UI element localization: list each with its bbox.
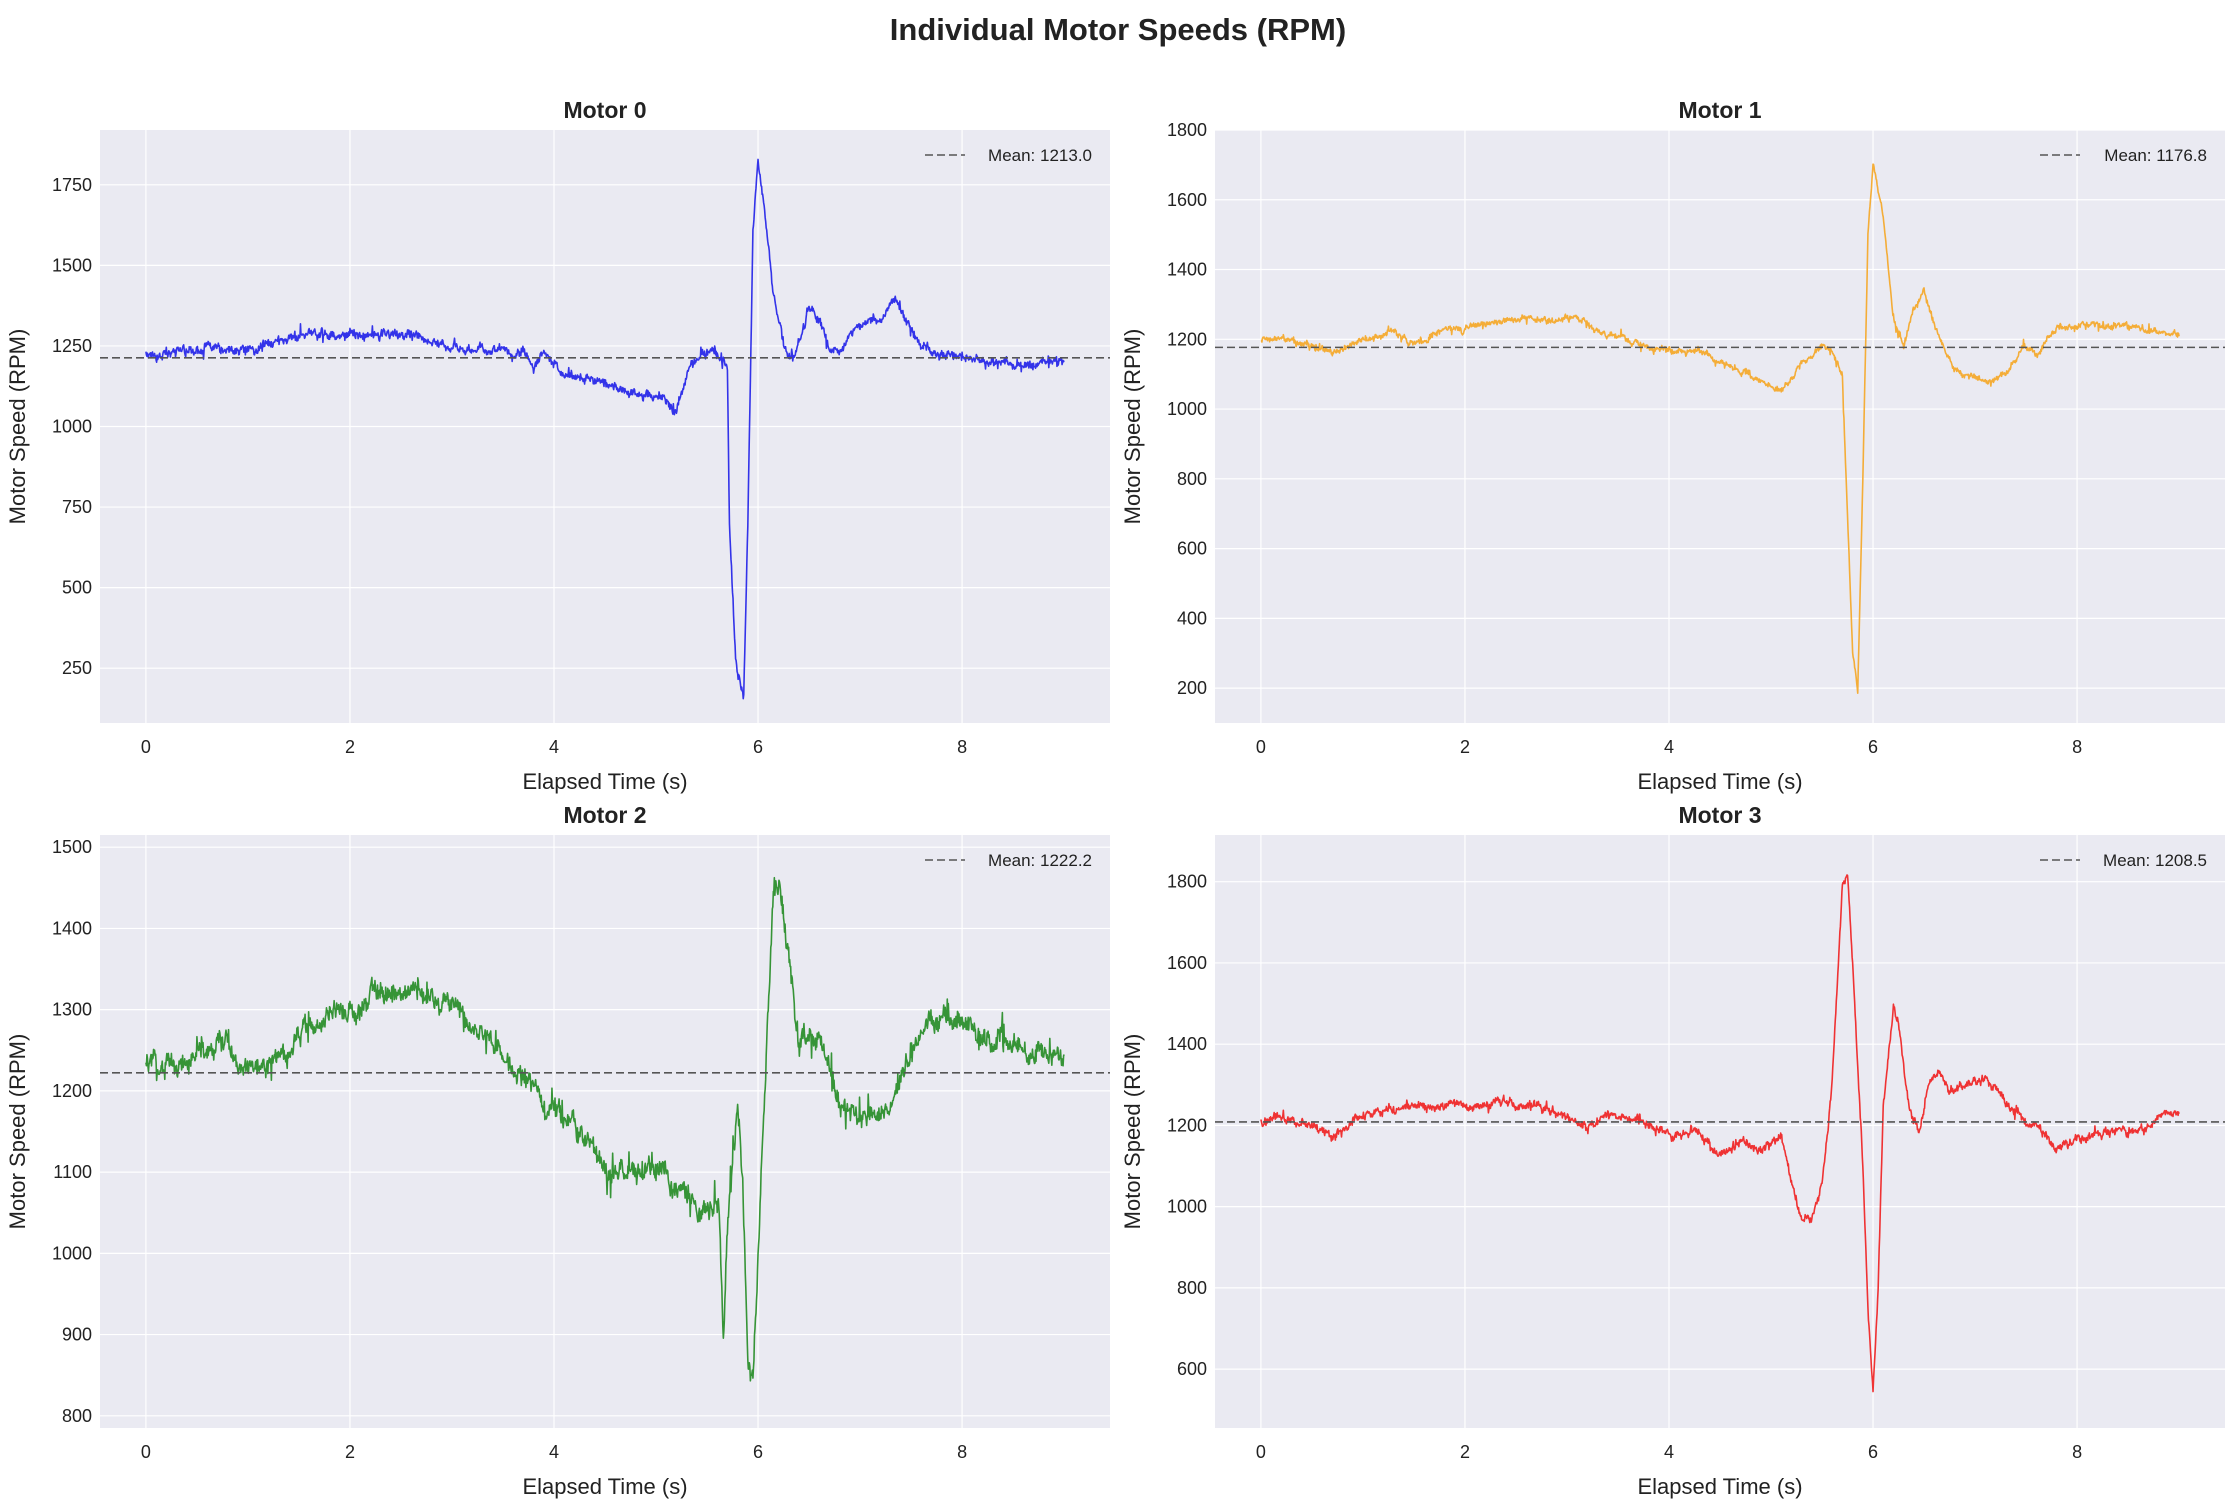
x-tick-label: 8 bbox=[2072, 737, 2082, 757]
chart-title: Motor 0 bbox=[563, 97, 646, 123]
y-tick-label: 1800 bbox=[1167, 120, 1207, 140]
x-tick-label: 6 bbox=[753, 737, 763, 757]
y-tick-label: 1500 bbox=[52, 837, 92, 857]
figure-title: Individual Motor Speeds (RPM) bbox=[890, 12, 1346, 47]
x-tick-label: 8 bbox=[957, 1442, 967, 1462]
x-tick-label: 4 bbox=[549, 1442, 559, 1462]
y-tick-label: 1100 bbox=[53, 1162, 92, 1182]
y-tick-label: 500 bbox=[62, 578, 92, 598]
motor-0-chart: 0 2 4 6 8 250 500 750 1000 1250 1500 1750 Motor 0 Ela… bbox=[5, 97, 1110, 794]
chart-title: Motor 3 bbox=[1678, 802, 1761, 828]
x-axis-label: Elapsed Time (s) bbox=[522, 769, 687, 794]
y-tick-label: 1200 bbox=[1167, 1115, 1207, 1135]
x-axis-label: Elapsed Time (s) bbox=[1637, 1474, 1802, 1499]
plot-area bbox=[1215, 835, 2225, 1428]
y-axis-label: Motor Speed (RPM) bbox=[1120, 329, 1145, 525]
x-tick-label: 8 bbox=[2072, 1442, 2082, 1462]
x-tick-label: 0 bbox=[1256, 737, 1266, 757]
x-tick-label: 4 bbox=[549, 737, 559, 757]
x-axis-label: Elapsed Time (s) bbox=[522, 1474, 687, 1499]
y-tick-label: 1250 bbox=[52, 336, 92, 356]
y-tick-label: 800 bbox=[62, 1406, 92, 1426]
y-tick-label: 1200 bbox=[52, 1081, 92, 1101]
x-tick-label: 0 bbox=[1256, 1442, 1266, 1462]
y-tick-label: 800 bbox=[1177, 1278, 1207, 1298]
x-tick-label: 6 bbox=[1868, 737, 1878, 757]
x-tick-label: 4 bbox=[1664, 737, 1674, 757]
motor-3-chart: 0 2 4 6 8 600 800 1000 1200 1400 1600 1800 Motor 3 El… bbox=[1120, 802, 2225, 1499]
y-tick-label: 750 bbox=[62, 497, 92, 517]
legend-mean-label: Mean: 1176.8 bbox=[2104, 146, 2207, 165]
chart-title: Motor 1 bbox=[1678, 97, 1761, 123]
x-tick-label: 2 bbox=[1460, 1442, 1470, 1462]
y-tick-label: 400 bbox=[1177, 608, 1207, 628]
x-tick-label: 2 bbox=[345, 1442, 355, 1462]
plot-area bbox=[100, 835, 1110, 1428]
legend-mean-label: Mean: 1213.0 bbox=[988, 146, 1092, 165]
x-tick-label: 0 bbox=[141, 1442, 151, 1462]
motor-2-chart: 0 2 4 6 8 800 900 1000 1100 1200 1300 1400 1500 Motor… bbox=[5, 802, 1110, 1499]
motor-1-chart: 0 2 4 6 8 200 400 600 800 1000 1200 1400 1600 1800 Mot… bbox=[1120, 97, 2225, 794]
y-tick-label: 900 bbox=[62, 1325, 92, 1345]
y-tick-label: 1000 bbox=[52, 1243, 92, 1263]
y-tick-label: 1200 bbox=[1167, 329, 1207, 349]
x-tick-label: 2 bbox=[345, 737, 355, 757]
y-tick-label: 1400 bbox=[1167, 1034, 1207, 1054]
y-tick-label: 1600 bbox=[1167, 190, 1207, 210]
y-axis-label: Motor Speed (RPM) bbox=[5, 329, 30, 525]
x-tick-label: 0 bbox=[141, 737, 151, 757]
y-tick-label: 250 bbox=[62, 658, 92, 678]
y-tick-label: 1000 bbox=[52, 417, 92, 437]
x-tick-label: 8 bbox=[957, 737, 967, 757]
legend-mean-label: Mean: 1222.2 bbox=[988, 851, 1092, 870]
y-tick-label: 1000 bbox=[1167, 1197, 1207, 1217]
y-tick-label: 1500 bbox=[52, 255, 92, 275]
y-tick-label: 1750 bbox=[52, 175, 92, 195]
chart-title: Motor 2 bbox=[563, 802, 646, 828]
x-tick-label: 6 bbox=[753, 1442, 763, 1462]
x-tick-label: 2 bbox=[1460, 737, 1470, 757]
motor-speed-line bbox=[145, 876, 1065, 1382]
y-tick-label: 1000 bbox=[1167, 399, 1207, 419]
y-tick-label: 1800 bbox=[1167, 872, 1207, 892]
y-tick-label: 1400 bbox=[1167, 260, 1207, 280]
legend-mean-label: Mean: 1208.5 bbox=[2103, 851, 2207, 870]
x-tick-label: 4 bbox=[1664, 1442, 1674, 1462]
y-tick-label: 1600 bbox=[1167, 953, 1207, 973]
y-tick-label: 1300 bbox=[52, 1000, 92, 1020]
x-axis-label: Elapsed Time (s) bbox=[1637, 769, 1802, 794]
motor-speed-line bbox=[145, 158, 1065, 700]
y-tick-label: 600 bbox=[1177, 1359, 1207, 1379]
y-axis-label: Motor Speed (RPM) bbox=[1120, 1034, 1145, 1230]
y-tick-label: 1400 bbox=[52, 918, 92, 938]
y-tick-label: 600 bbox=[1177, 539, 1207, 559]
motor-speed-line bbox=[1260, 874, 2180, 1393]
plot-area bbox=[1215, 130, 2225, 723]
y-tick-label: 200 bbox=[1177, 678, 1207, 698]
y-axis-label: Motor Speed (RPM) bbox=[5, 1034, 30, 1230]
y-tick-label: 800 bbox=[1177, 469, 1207, 489]
x-tick-label: 6 bbox=[1868, 1442, 1878, 1462]
